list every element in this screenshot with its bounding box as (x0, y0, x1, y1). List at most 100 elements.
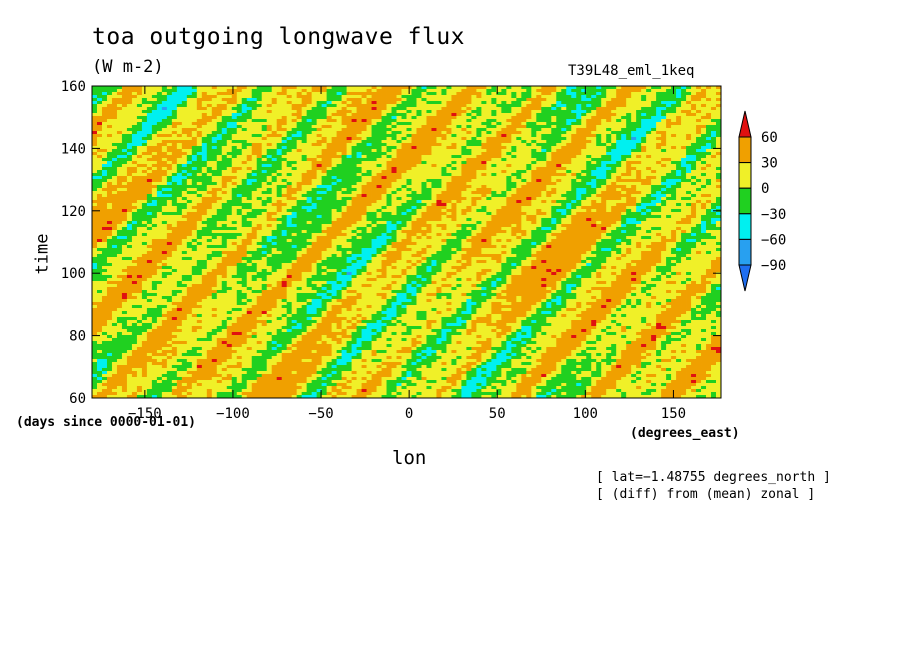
heatmap-cell (716, 140, 722, 144)
heatmap-cell (551, 161, 557, 165)
heatmap-cell (251, 116, 258, 120)
heatmap-cell (156, 197, 163, 201)
heatmap-cell (501, 110, 507, 114)
heatmap-cell (231, 89, 238, 93)
heatmap-cell (466, 188, 472, 192)
heatmap-cell (611, 104, 617, 108)
heatmap-cell (466, 137, 472, 141)
heatmap-cell (456, 86, 462, 90)
heatmap-cell (266, 161, 273, 165)
heatmap-cell (426, 92, 432, 96)
heatmap-cell (146, 119, 153, 123)
heatmap-cell (646, 194, 652, 198)
heatmap-cell (631, 143, 637, 147)
heatmap-cell (146, 197, 153, 201)
heatmap-cell (241, 167, 248, 171)
heatmap-cell (546, 95, 552, 99)
heatmap-cell (161, 173, 168, 177)
heatmap-cell (646, 98, 652, 102)
heatmap-cell (461, 161, 467, 165)
heatmap-cell (101, 143, 108, 147)
heatmap-cell (276, 134, 283, 138)
heatmap-cell (486, 119, 492, 123)
heatmap-cell (216, 197, 223, 201)
chart-title: toa outgoing longwave flux (92, 24, 466, 50)
heatmap-cell (141, 101, 148, 105)
heatmap-cell (706, 89, 712, 93)
heatmap-cell (146, 137, 153, 141)
heatmap-cell (556, 134, 562, 138)
heatmap-cell (361, 98, 367, 102)
heatmap-cell (156, 143, 163, 147)
heatmap-cell (131, 149, 138, 153)
heatmap-cell (146, 128, 153, 132)
heatmap-cell (531, 95, 537, 99)
heatmap-cell (306, 197, 313, 201)
heatmap-cell (191, 197, 198, 201)
heatmap-cell (491, 188, 497, 192)
heatmap-cell (561, 125, 567, 129)
heatmap-cell (546, 179, 552, 183)
heatmap-cell (486, 170, 492, 174)
heatmap-cell (306, 158, 313, 162)
heatmap-cell (351, 128, 357, 132)
heatmap-cell (541, 158, 547, 162)
heatmap-cell (651, 197, 657, 201)
heatmap-cell (646, 95, 652, 99)
heatmap-cell (121, 200, 128, 204)
heatmap-cell (501, 167, 507, 171)
heatmap-cell (256, 200, 263, 204)
heatmap-cell (511, 140, 517, 144)
heatmap-cell (151, 164, 158, 168)
heatmap-cell (586, 89, 592, 93)
heatmap-cell (666, 143, 672, 147)
heatmap-cell (256, 155, 263, 159)
heatmap-cell (301, 200, 308, 204)
heatmap-cell (176, 158, 183, 162)
heatmap-cell (466, 197, 472, 201)
heatmap-cell (106, 179, 113, 183)
heatmap-cell (591, 140, 597, 144)
heatmap-cell (686, 89, 692, 93)
heatmap-cell (181, 110, 188, 114)
heatmap-cell (371, 194, 377, 198)
heatmap-cell (316, 179, 323, 183)
heatmap-cell (151, 119, 158, 123)
heatmap-cell (446, 122, 452, 126)
heatmap-cell (571, 122, 577, 126)
heatmap-cell (221, 119, 228, 123)
heatmap-cell (646, 104, 652, 108)
heatmap-cell (516, 170, 522, 174)
heatmap-cell (486, 104, 492, 108)
heatmap-cell (586, 197, 592, 201)
heatmap-cell (501, 98, 507, 102)
heatmap-cell (111, 86, 118, 90)
heatmap-cell (606, 149, 612, 153)
heatmap-cell (456, 188, 462, 192)
heatmap-cell (186, 191, 193, 195)
heatmap-cell (596, 101, 602, 105)
heatmap-cell (351, 191, 357, 195)
heatmap-cell (566, 107, 572, 111)
heatmap-cell (686, 122, 692, 126)
heatmap-cell (516, 173, 522, 177)
heatmap-cell (491, 182, 497, 186)
heatmap-cell (611, 110, 617, 114)
heatmap-cell (446, 89, 452, 93)
heatmap-cell (176, 110, 183, 114)
heatmap-cell (411, 143, 417, 147)
heatmap-cell (216, 203, 223, 207)
heatmap-cell (636, 182, 642, 186)
heatmap-cell (186, 170, 193, 174)
heatmap-cell (346, 158, 352, 162)
heatmap-cell (336, 113, 342, 117)
heatmap-cell (626, 125, 632, 129)
heatmap-cell (491, 101, 497, 105)
heatmap-cell (266, 101, 273, 105)
heatmap-cell (181, 86, 188, 90)
heatmap-cell (261, 125, 268, 129)
heatmap-cell (466, 146, 472, 150)
heatmap-cell (596, 125, 602, 129)
heatmap-cell (331, 173, 338, 177)
heatmap-cell (151, 125, 158, 129)
